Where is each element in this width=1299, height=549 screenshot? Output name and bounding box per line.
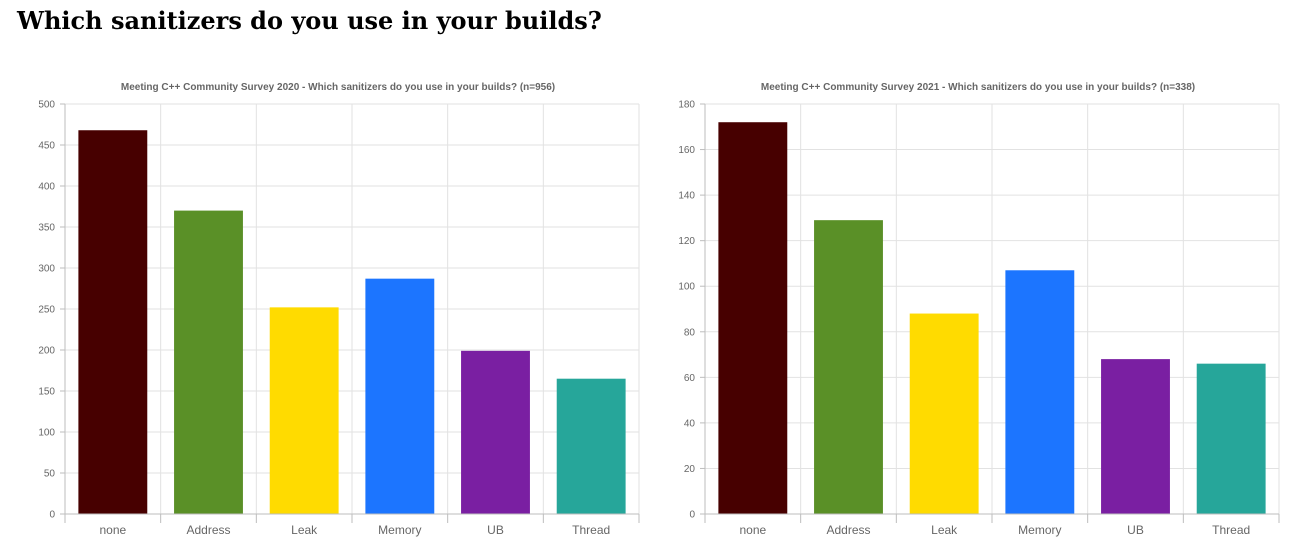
x-tick-label: Thread: [1212, 523, 1250, 537]
x-tick-label: none: [739, 523, 766, 537]
page-title: Which sanitizers do you use in your buil…: [17, 6, 602, 35]
bar-leak: [909, 313, 979, 514]
chart-2021: Meeting C++ Community Survey 2021 - Whic…: [650, 70, 1299, 544]
x-tick-label: UB: [1127, 523, 1144, 537]
x-tick-label: Thread: [572, 523, 610, 537]
chart-title: Meeting C++ Community Survey 2020 - Whic…: [121, 82, 555, 93]
y-tick-label: 140: [678, 191, 695, 202]
chart-2020-svg: Meeting C++ Community Survey 2020 - Whic…: [38, 82, 640, 537]
y-tick-label: 0: [689, 510, 695, 521]
x-tick-label: Address: [826, 523, 870, 537]
y-tick-label: 100: [678, 282, 695, 293]
y-tick-label: 160: [678, 145, 695, 156]
chart-title: Meeting C++ Community Survey 2021 - Whic…: [761, 82, 1195, 93]
bar-memory: [365, 278, 435, 514]
y-tick-label: 20: [684, 464, 696, 475]
y-tick-label: 400: [38, 182, 55, 193]
y-tick-label: 100: [38, 428, 55, 439]
bar-leak: [269, 307, 339, 514]
y-tick-label: 40: [684, 418, 696, 429]
chart-2021-svg: Meeting C++ Community Survey 2021 - Whic…: [678, 82, 1280, 537]
bar-memory: [1005, 270, 1075, 514]
y-tick-label: 350: [38, 223, 55, 234]
bar-none: [78, 130, 148, 515]
bar-ub: [461, 350, 530, 514]
x-tick-label: Memory: [1018, 523, 1061, 537]
x-tick-label: Leak: [291, 523, 318, 537]
y-tick-label: 120: [678, 236, 695, 247]
y-tick-label: 250: [38, 305, 55, 316]
y-tick-label: 300: [38, 264, 55, 275]
y-tick-label: 80: [684, 327, 696, 338]
x-tick-label: Leak: [931, 523, 958, 537]
x-tick-label: none: [99, 523, 126, 537]
y-tick-label: 60: [684, 373, 696, 384]
x-tick-label: UB: [487, 523, 504, 537]
bar-thread: [556, 378, 626, 514]
y-tick-label: 0: [49, 510, 55, 521]
bar-none: [718, 122, 788, 514]
bar-address: [174, 210, 243, 514]
x-tick-label: Address: [186, 523, 230, 537]
y-tick-label: 150: [38, 387, 55, 398]
y-tick-label: 50: [44, 469, 56, 480]
y-tick-label: 180: [678, 100, 695, 111]
bar-address: [814, 220, 883, 514]
y-tick-label: 500: [38, 100, 55, 111]
x-tick-label: Memory: [378, 523, 421, 537]
chart-2020: Meeting C++ Community Survey 2020 - Whic…: [0, 70, 650, 544]
bar-ub: [1101, 359, 1170, 514]
y-tick-label: 450: [38, 141, 55, 152]
y-tick-label: 200: [38, 346, 55, 357]
bar-thread: [1196, 363, 1266, 514]
